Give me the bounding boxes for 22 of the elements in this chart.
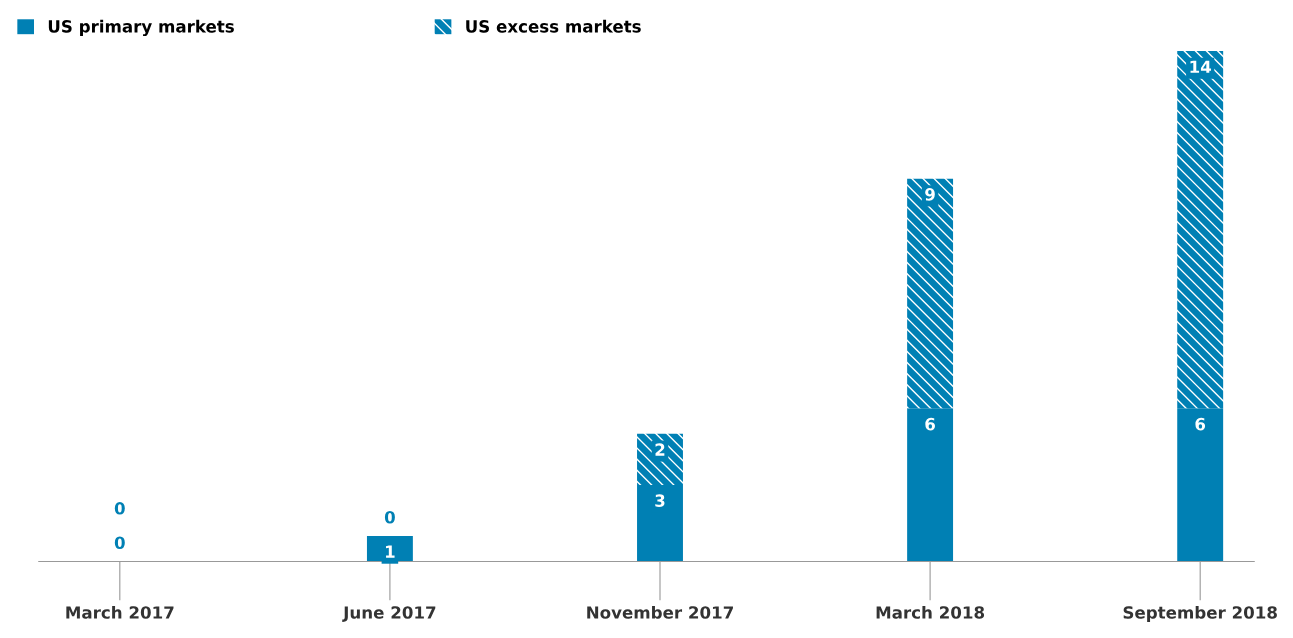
data-label: 3 xyxy=(655,494,665,507)
bar xyxy=(1177,408,1224,562)
data-label: 0 xyxy=(114,536,125,550)
x-tick-label: November 2017 xyxy=(587,605,733,619)
data-label: 9 xyxy=(925,188,935,201)
bar xyxy=(907,408,954,562)
data-label: 1 xyxy=(385,545,395,558)
x-tick-label: September 2018 xyxy=(1123,605,1277,623)
legend-label: US primary markets xyxy=(48,19,234,37)
x-tick-label: March 2017 xyxy=(66,605,174,619)
data-label: 6 xyxy=(1195,417,1206,431)
bar xyxy=(907,178,954,409)
data-label: 6 xyxy=(925,417,935,431)
data-label: 0 xyxy=(384,510,395,524)
legend-label: US excess markets xyxy=(466,19,641,33)
data-label: 0 xyxy=(114,501,125,515)
data-label: 14 xyxy=(1190,60,1212,73)
bar xyxy=(637,484,683,562)
bar xyxy=(1177,51,1224,409)
x-tick-label: June 2017 xyxy=(342,606,436,622)
x-tick-label: March 2018 xyxy=(876,605,985,619)
data-label: 2 xyxy=(655,443,665,456)
